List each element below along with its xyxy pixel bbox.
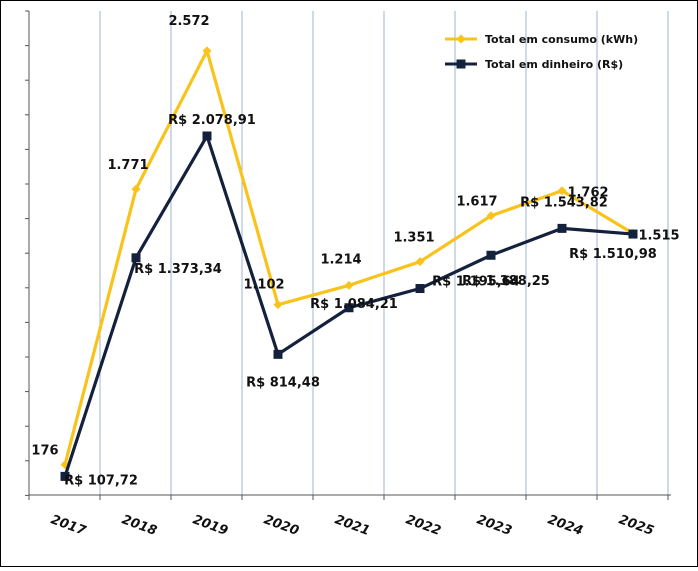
data-label-dinheiro-2017: R$ 107,72 — [64, 473, 138, 488]
data-label-consumo-2021: 1.214 — [320, 252, 361, 267]
x-tick-label-2020: 2020 — [262, 512, 301, 538]
point-consumo-2024 — [557, 186, 567, 196]
data-label-consumo-2019: 2.572 — [168, 14, 209, 29]
legend: Total em consumo (kWh) Total em dinheiro … — [445, 33, 638, 71]
data-label-dinheiro-2024: R$ 1.543,82 — [520, 195, 608, 210]
data-label-consumo-2025: 1.515 — [638, 228, 679, 243]
legend-entry-dinheiro: Total em dinheiro (R$) — [445, 58, 623, 71]
x-axis: 2017 2018 2019 2020 2021 2022 2023 2024 2025 — [25, 10, 671, 539]
x-tick-label-2021: 2021 — [333, 512, 372, 538]
x-tick-label-2023: 2023 — [475, 512, 514, 538]
data-label-consumo-2022: 1.351 — [393, 231, 434, 246]
point-dinheiro-2024 — [557, 223, 567, 233]
x-tick-label-2024: 2024 — [546, 512, 585, 538]
legend-entry-consumo: Total em consumo (kWh) — [445, 33, 638, 46]
series-dinheiro — [60, 131, 638, 481]
legend-marker-diamond — [456, 34, 466, 44]
data-label-dinheiro-2023: R$ 1.388,25 — [462, 274, 550, 289]
point-dinheiro-2019 — [202, 131, 212, 141]
series-layer — [60, 46, 638, 481]
data-label-dinheiro-2022: R$ 1.195,64 — [432, 275, 520, 290]
data-label-dinheiro-2019: R$ 2.078,91 — [168, 113, 256, 128]
x-tick-label-2017: 2017 — [49, 512, 89, 539]
point-consumo-2022 — [415, 257, 425, 267]
point-dinheiro-2021 — [344, 303, 354, 313]
point-consumo-2019 — [202, 46, 212, 56]
x-tick-label-2019: 2019 — [191, 512, 230, 538]
point-dinheiro-2017 — [60, 471, 70, 481]
point-consumo-2018 — [131, 184, 141, 194]
point-dinheiro-2022 — [415, 284, 425, 294]
data-label-consumo-2018: 1.771 — [107, 158, 148, 173]
x-tick-label-2018: 2018 — [120, 512, 159, 538]
grid-lines — [28, 11, 669, 495]
data-label-dinheiro-2020: R$ 814,48 — [246, 375, 320, 390]
point-consumo-2021 — [344, 280, 354, 290]
legend-marker-square — [456, 59, 466, 69]
data-label-consumo-2023: 1.617 — [456, 195, 497, 210]
point-dinheiro-2020 — [273, 349, 283, 359]
series-consumo — [60, 46, 638, 470]
x-tick-label-2025: 2025 — [617, 512, 656, 538]
point-consumo-2020 — [273, 300, 283, 310]
point-consumo-2023 — [486, 211, 496, 221]
data-labels: 176 1.771 2.572 1.102 1.214 1.351 1.617 1.762 1.… — [31, 14, 679, 489]
x-tick-label-2022: 2022 — [404, 512, 443, 538]
data-label-dinheiro-2025: R$ 1.510,98 — [569, 247, 657, 262]
data-label-dinheiro-2021: R$ 1.084,21 — [310, 297, 398, 312]
legend-label: Total em consumo (kWh) — [485, 33, 638, 46]
point-dinheiro-2023 — [486, 250, 496, 260]
legend-label: Total em dinheiro (R$) — [485, 58, 623, 71]
data-label-consumo-2024: 1.762 — [567, 186, 608, 201]
data-label-consumo-2020: 1.102 — [243, 278, 284, 293]
data-label-dinheiro-2018: R$ 1.373,34 — [134, 262, 222, 277]
point-dinheiro-2025 — [628, 229, 638, 239]
data-label-consumo-2017: 176 — [31, 444, 58, 459]
point-dinheiro-2018 — [131, 253, 141, 263]
